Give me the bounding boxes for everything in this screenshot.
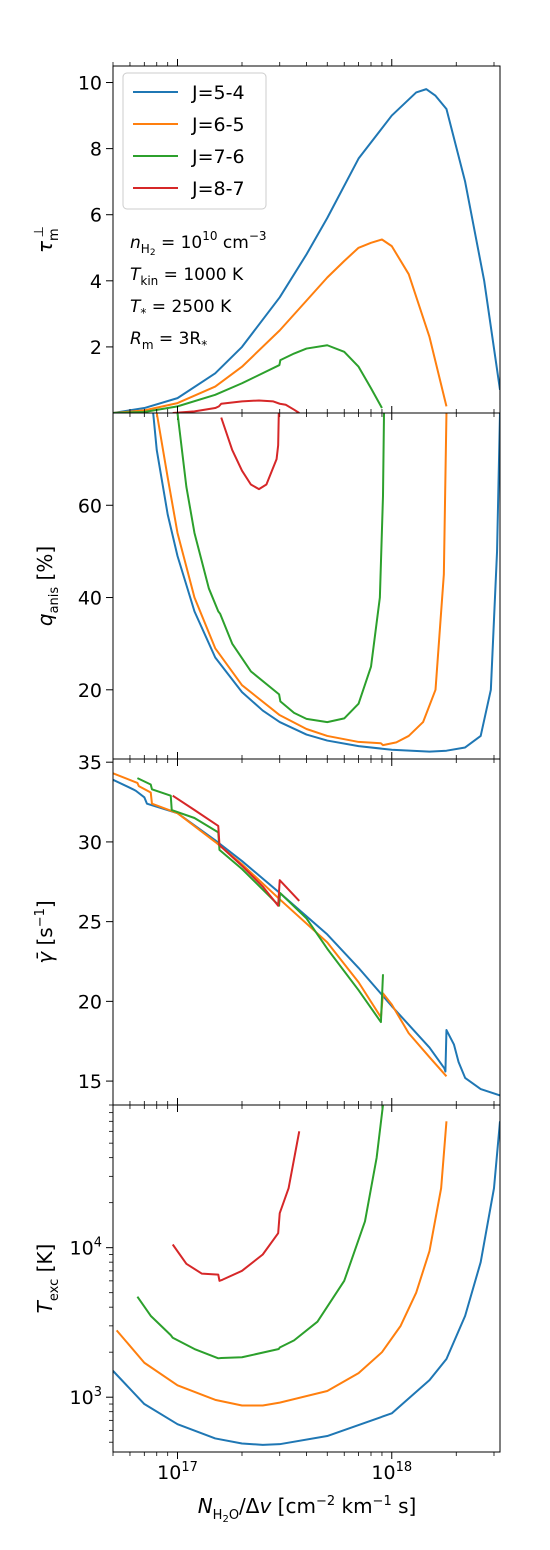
series-line-J=6-5 <box>155 413 448 747</box>
y-tick-label: 60 <box>78 495 102 517</box>
axes-frame <box>112 1104 501 1453</box>
panel-2: 20 40 60 qanis [%] <box>33 406 501 766</box>
y-tick-label: 30 <box>78 832 102 854</box>
series-line-J=5-4 <box>113 1121 500 1446</box>
y-axis-label: γ̄ [s−1] <box>33 900 57 963</box>
y-tick-label: 20 <box>78 680 102 702</box>
y-tick-label: 40 <box>78 588 102 610</box>
y-axis-label: τm⊥ <box>32 226 62 253</box>
legend: J=5-4 J=6-5 J=7-6 J=8-7 <box>122 72 267 210</box>
series-line-J=6-5 <box>113 238 448 413</box>
parameter-annotation: Rm = 3R* <box>130 329 207 352</box>
legend-label: J=8-7 <box>191 178 245 200</box>
y-axis-label: Texc [K] <box>33 1244 62 1314</box>
series-line-J=6-5 <box>115 1121 448 1407</box>
parameter-annotation: Tkin = 1000 K <box>130 265 244 288</box>
series-line-J=8-7 <box>220 413 280 491</box>
y-tick-label: 25 <box>78 912 102 934</box>
y-tick-label: 6 <box>90 205 102 227</box>
legend-box <box>122 72 267 210</box>
panel-3: 15 20 25 30 35 γ̄ [s−1] <box>33 752 501 1112</box>
parameter-annotation: T* = 2500 K <box>130 297 232 320</box>
series-line-J=7-6 <box>136 777 384 1024</box>
series-line-J=8-7 <box>171 1131 301 1282</box>
series-line-J=5-4 <box>113 778 500 1097</box>
y-tick-label: 10 <box>78 73 102 95</box>
y-tick-label: 15 <box>78 1071 102 1093</box>
legend-label: J=7-6 <box>191 146 245 168</box>
y-tick-label: 20 <box>78 991 102 1013</box>
axes-frame <box>112 412 501 760</box>
y-tick-label: 2 <box>90 337 102 359</box>
y-tick-label: 104 <box>70 1236 102 1260</box>
y-tick-label: 4 <box>90 271 102 293</box>
series-line-J=8-7 <box>172 794 300 907</box>
series-line-J=5-4 <box>113 88 500 413</box>
y-tick-label: 35 <box>78 752 102 774</box>
series-line-J=7-6 <box>176 413 386 724</box>
y-tick-label: 103 <box>70 1385 102 1409</box>
panel-4: 103 104 Texc [K] <box>33 1098 501 1459</box>
x-tick-label: 1018 <box>371 1460 412 1484</box>
parameter-annotations: nH2 = 1010 cm−3 Tkin = 1000 K T* = 2500 K R… <box>130 229 267 352</box>
series-line-J=7-6 <box>136 1105 384 1360</box>
y-tick-label: 8 <box>90 139 102 161</box>
y-axis-label: qanis [%] <box>33 546 62 626</box>
series-line-J=8-7 <box>172 399 300 413</box>
parameter-annotation: nH2 = 1010 cm−3 <box>130 229 267 258</box>
x-axis-label: NH2O/Δv [cm−2 km−1 s] <box>198 1494 417 1525</box>
series-line-J=6-5 <box>113 772 448 1077</box>
legend-label: J=6-5 <box>191 114 245 136</box>
series-line-J=7-6 <box>113 344 383 413</box>
x-tick-label: 1017 <box>157 1460 198 1484</box>
legend-label: J=5-4 <box>191 82 245 104</box>
series-line-J=5-4 <box>152 413 500 753</box>
